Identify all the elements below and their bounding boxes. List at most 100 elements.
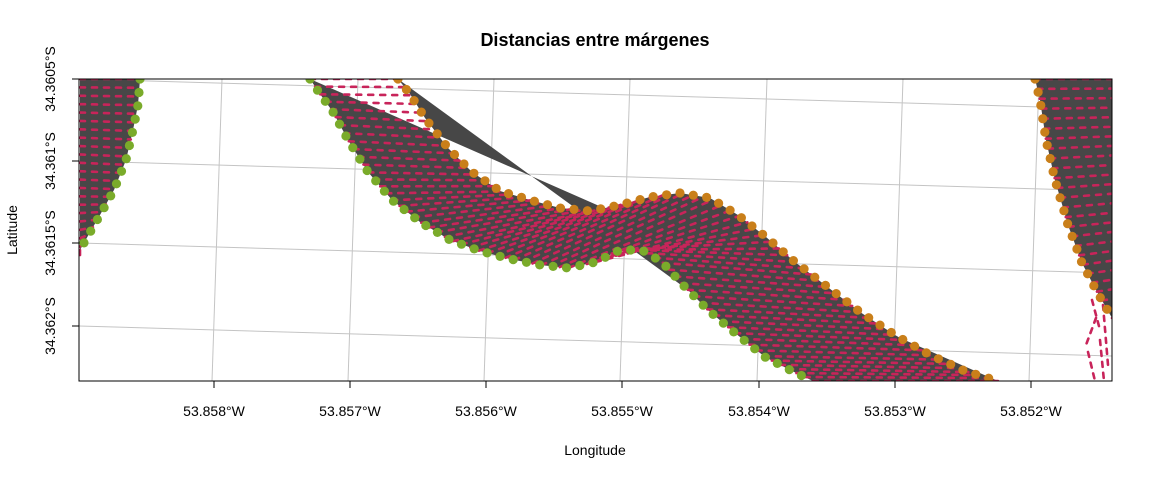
distance-segment — [762, 354, 942, 361]
margin-point-right-bank — [853, 305, 863, 315]
margin-point-left-bank — [348, 143, 358, 153]
margin-point-right-bank — [788, 256, 799, 266]
margin-point-left-bank — [371, 176, 381, 186]
margin-point-left-bank — [750, 344, 760, 354]
distance-segment — [324, 100, 418, 106]
distance-segment — [1046, 144, 1112, 150]
distance-segment — [661, 261, 813, 276]
margin-point-right-bank — [736, 213, 747, 223]
distance-segment — [558, 198, 715, 269]
margin-point-left-bank — [670, 271, 680, 281]
distance-segment — [673, 275, 829, 289]
margin-point-right-bank — [1055, 193, 1065, 203]
distance-segment — [1044, 135, 1112, 141]
margin-point-left-bank — [639, 246, 649, 256]
distance-segment — [486, 200, 634, 255]
distance-segment — [513, 194, 664, 262]
distance-segment — [770, 359, 951, 366]
margin-point-right-bank — [971, 369, 981, 379]
distance-segment — [699, 301, 862, 314]
distance-segment — [390, 193, 513, 202]
margin-point-right-bank — [1102, 304, 1112, 314]
margin-point-left-bank — [116, 166, 127, 176]
margin-point-right-bank — [810, 272, 820, 282]
margin-point-left-bank — [305, 79, 315, 84]
margin-point-right-bank — [864, 313, 874, 323]
distance-segment — [610, 233, 765, 256]
distance-segment — [347, 139, 448, 148]
distance-segment — [79, 136, 133, 141]
distance-segment — [1084, 316, 1098, 347]
margin-point-right-bank — [1030, 79, 1040, 84]
chart-title: Distancias entre márgenes — [480, 30, 709, 50]
margin-point-left-bank — [130, 114, 140, 124]
margin-point-left-bank — [650, 253, 661, 263]
x-tick-label: 53.855°W — [591, 403, 653, 419]
distance-segment — [531, 192, 685, 265]
distance-segment — [686, 288, 846, 301]
margin-point-right-bank — [758, 229, 768, 239]
margin-point-right-bank — [1042, 140, 1052, 150]
distance-segment — [79, 178, 119, 183]
distance-segment — [726, 325, 897, 337]
margin-point-right-bank — [622, 198, 632, 208]
x-tick-label: 53.854°W — [728, 403, 790, 419]
distance-segment — [334, 115, 429, 123]
margin-point-left-bank — [689, 291, 699, 301]
margin-point-right-bank — [714, 198, 724, 208]
margin-point-right-bank — [503, 189, 514, 199]
distance-segment — [1053, 173, 1112, 180]
distance-segment — [1090, 298, 1102, 332]
margin-point-right-bank — [958, 365, 968, 375]
graticule-parallel — [79, 79, 1112, 110]
margin-point-right-bank — [910, 341, 920, 351]
distance-segment — [1038, 96, 1112, 100]
margin-point-left-bank — [535, 260, 545, 270]
margin-point-left-bank — [399, 204, 409, 215]
distance-segment — [79, 161, 126, 167]
margin-point-right-bank — [440, 140, 450, 150]
margin-points — [79, 79, 1112, 381]
margin-point-left-bank — [341, 131, 351, 141]
margin-point-right-bank — [542, 200, 553, 210]
margin-point-left-bank — [521, 257, 532, 267]
margin-point-left-bank — [135, 79, 145, 84]
river-segment-left — [80, 79, 140, 255]
margin-point-left-bank — [134, 87, 144, 98]
distance-segment — [79, 119, 136, 124]
distance-segment — [398, 196, 523, 208]
margin-point-right-bank — [799, 264, 809, 274]
margin-point-right-bank — [675, 188, 685, 198]
margin-point-right-bank — [702, 192, 712, 202]
margin-point-right-bank — [459, 159, 469, 169]
distance-segment — [343, 131, 442, 139]
margin-point-left-bank — [679, 281, 689, 291]
distance-segment — [412, 201, 543, 219]
margin-point-right-bank — [516, 192, 527, 202]
distance-segment — [567, 203, 724, 270]
margin-point-right-bank — [1045, 153, 1055, 164]
y-axis-label: Latitude — [4, 205, 20, 255]
margin-point-left-bank — [588, 258, 598, 268]
distance-segment — [1061, 201, 1112, 209]
margin-point-right-bank — [635, 195, 645, 205]
margin-point-right-bank — [529, 196, 540, 206]
distance-segment — [786, 367, 970, 374]
margin-point-right-bank — [875, 320, 885, 330]
distance-segment — [1041, 115, 1112, 120]
distance-segment — [667, 268, 821, 283]
distance-segment — [1040, 106, 1112, 110]
margin-point-right-bank — [768, 238, 778, 248]
distance-segment — [585, 214, 741, 266]
margin-point-right-bank — [596, 204, 606, 214]
margin-point-left-bank — [79, 238, 89, 248]
margin-point-right-bank — [582, 206, 593, 216]
distance-segment — [549, 195, 705, 268]
margin-point-right-bank — [898, 334, 908, 345]
margin-point-left-bank — [388, 196, 399, 206]
margin-point-right-bank — [1040, 127, 1050, 137]
margin-point-left-bank — [482, 248, 492, 258]
margin-point-right-bank — [555, 203, 566, 213]
margin-point-left-bank — [379, 186, 389, 196]
y-tick-label: 34.3605°S — [42, 46, 58, 112]
